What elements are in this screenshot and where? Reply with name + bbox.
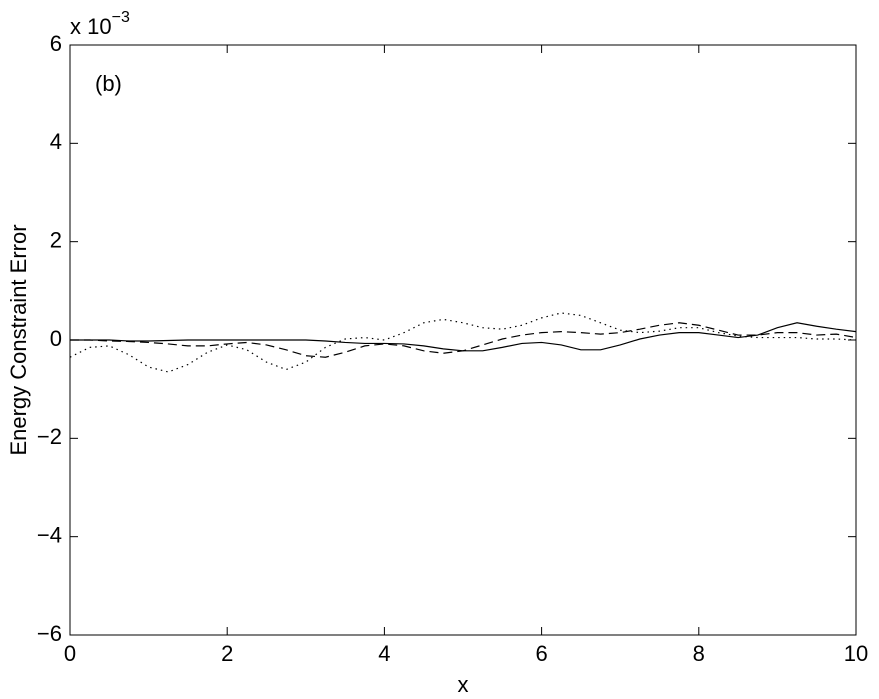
x-tick-label: 6 [535, 641, 547, 666]
y-multiplier: x 10−3 [70, 9, 130, 39]
data-line [69, 312, 857, 373]
y-tick-label: 6 [50, 31, 62, 56]
x-axis-label: x [458, 672, 469, 697]
x-tick-label: 0 [64, 641, 76, 666]
y-tick-label: 2 [50, 227, 62, 252]
annotation: (b) [95, 71, 122, 96]
x-tick-label: 8 [693, 641, 705, 666]
y-tick-label: −6 [37, 621, 62, 646]
x-tick-label: 4 [378, 641, 390, 666]
y-tick-label: 4 [50, 129, 62, 154]
y-multiplier-exponent: −3 [112, 9, 130, 26]
data-line [70, 322, 857, 358]
data-line [70, 322, 857, 352]
x-tick-label: 2 [221, 641, 233, 666]
y-tick-label: −2 [37, 424, 62, 449]
y-tick-label: −4 [37, 522, 62, 547]
y-multiplier-base: x 10 [70, 14, 112, 39]
x-tick-label: 10 [844, 641, 868, 666]
y-tick-label: 0 [50, 326, 62, 351]
y-axis-label: Energy Constraint Error [6, 224, 31, 455]
